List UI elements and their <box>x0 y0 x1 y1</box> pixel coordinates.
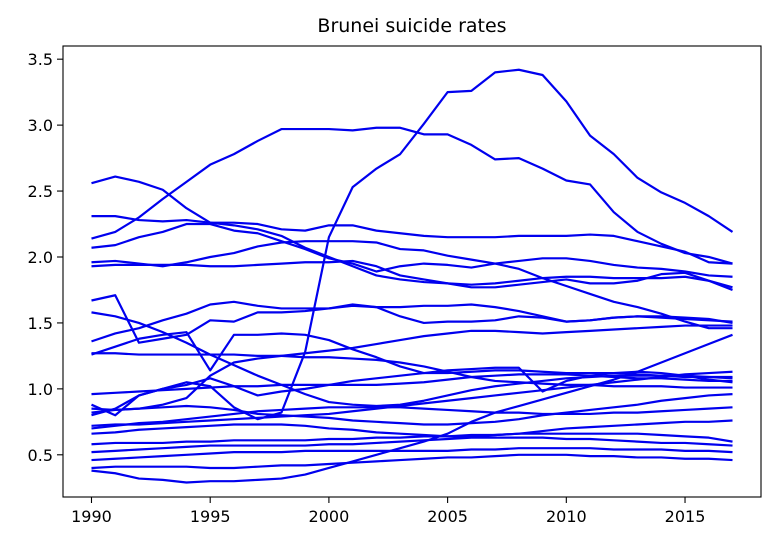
series-line-7 <box>91 406 733 430</box>
series-line-6 <box>91 419 733 438</box>
series-line-10 <box>91 366 733 417</box>
series-line-14 <box>91 331 733 380</box>
x-tick-label: 2000 <box>309 507 350 526</box>
series-layer <box>91 68 734 484</box>
y-tick-label: 2.0 <box>28 248 53 267</box>
series-line-13 <box>91 324 733 412</box>
series-line-5 <box>91 432 733 446</box>
series-line-8 <box>91 370 733 427</box>
series-line-24 <box>91 68 734 421</box>
series-line-18 <box>91 240 733 330</box>
y-tick-label: 0.5 <box>28 446 53 465</box>
y-tick-label: 3.5 <box>28 50 53 69</box>
series-line-12 <box>91 352 733 389</box>
series-line-20 <box>91 222 733 278</box>
series-line-9 <box>91 393 733 426</box>
series-line-19 <box>91 259 733 289</box>
x-tick-label: 1995 <box>190 507 231 526</box>
y-tick-label: 2.5 <box>28 182 53 201</box>
y-tick-label: 3.0 <box>28 116 53 135</box>
series-line-17 <box>91 300 733 343</box>
series-line-23 <box>91 175 733 265</box>
y-tick-label: 1.5 <box>28 314 53 333</box>
plot-frame <box>62 45 762 498</box>
series-line-4 <box>91 436 733 454</box>
x-tick-label: 2015 <box>665 507 706 526</box>
y-tick-label: 1.0 <box>28 380 53 399</box>
series-line-21 <box>91 215 733 291</box>
series-line-3 <box>91 447 733 462</box>
series-line-2 <box>91 453 733 470</box>
series-lines <box>91 68 734 484</box>
x-tick-label: 2005 <box>427 507 468 526</box>
series-line-16 <box>91 311 733 408</box>
axes-layer: 1990 1995 2000 2005 2010 2015 0.5 1.0 1.5 2.0 2.5 3… <box>28 45 762 526</box>
x-tick-label: 2010 <box>546 507 587 526</box>
chart-title: Brunei suicide rates <box>317 15 506 37</box>
series-line-22 <box>91 126 733 265</box>
x-tick-label: 1990 <box>71 507 112 526</box>
